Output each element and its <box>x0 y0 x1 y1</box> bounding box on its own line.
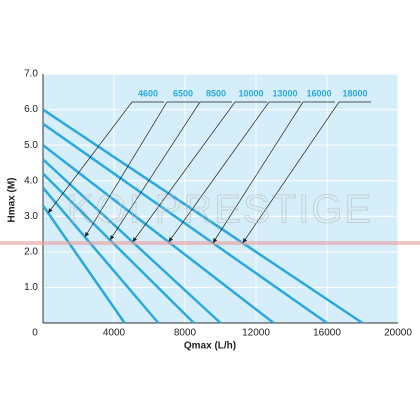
curve-label: 8500 <box>206 88 226 98</box>
y-tick-label: 1.0 <box>24 282 38 293</box>
leader-line <box>212 101 335 244</box>
curve <box>42 108 364 325</box>
curve <box>41 204 126 324</box>
x-tick-label: 16000 <box>313 328 341 339</box>
curve-label: 6500 <box>173 88 193 98</box>
y-axis-label: Hmax (M) <box>7 177 18 222</box>
plot-area <box>41 73 399 325</box>
watermark: KOI PRESTIGE <box>67 188 373 232</box>
leader-arrow <box>110 235 115 240</box>
x-tick-label: 20000 <box>384 328 412 339</box>
leader-line <box>168 101 301 243</box>
y-tick-label: 3.0 <box>24 211 38 222</box>
leader-arrow <box>84 232 90 237</box>
x-tick-label: 8000 <box>174 328 197 339</box>
leader-line <box>132 101 267 243</box>
leader-line <box>47 101 164 214</box>
y-tick-label: 2.0 <box>24 246 38 257</box>
x-axis-label: Qmax (L/h) <box>184 341 236 352</box>
curve-label: 10000 <box>238 88 263 98</box>
leader-line <box>84 101 199 238</box>
y-tick-label: 7.0 <box>24 69 38 80</box>
curve-label: 13000 <box>272 88 297 98</box>
leader-arrow <box>48 208 53 213</box>
leader-arrow <box>242 238 248 243</box>
leader-arrow <box>132 237 138 242</box>
curve-label: 16000 <box>306 88 331 98</box>
x-tick-label: 4000 <box>103 328 126 339</box>
y-tick-label: 6.0 <box>24 104 38 115</box>
leader-line <box>109 101 232 241</box>
y-tick-label: 5.0 <box>24 140 38 151</box>
leader-arrow <box>212 238 218 243</box>
curve-label: 18000 <box>342 88 367 98</box>
y-tick-label: 4.0 <box>24 175 38 186</box>
leader-line <box>242 101 371 244</box>
curve <box>42 172 195 324</box>
curve <box>42 187 160 324</box>
x-tick-label: 12000 <box>242 328 270 339</box>
leader-arrow <box>168 237 174 242</box>
curve <box>42 144 275 324</box>
curve-label: 4600 <box>138 88 158 98</box>
x-tick-label: 0 <box>32 328 38 339</box>
watermark-band <box>0 241 420 245</box>
